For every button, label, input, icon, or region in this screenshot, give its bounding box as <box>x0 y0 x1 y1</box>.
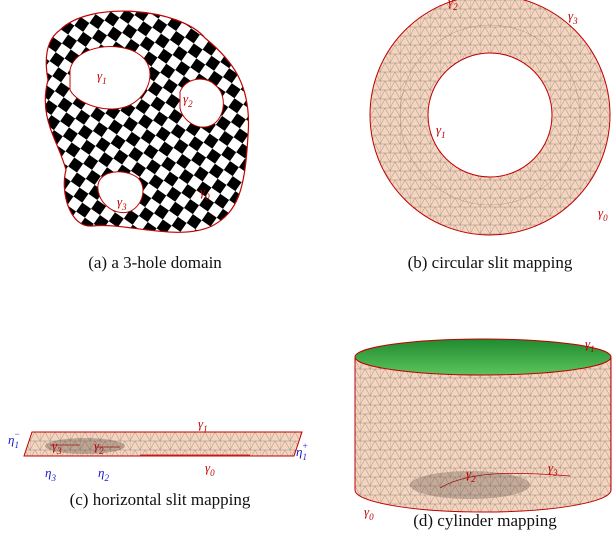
caption: (c) horizontal slit mapping <box>70 490 251 509</box>
label-subscript: 2 <box>104 473 109 483</box>
label-subscript: 1 <box>302 452 307 462</box>
panel-c-shape <box>24 432 302 456</box>
curve-label: γ0 <box>598 205 608 223</box>
label-subscript: 3 <box>56 446 62 456</box>
label-subscript: 1 <box>203 424 208 434</box>
label-subscript: 1 <box>102 76 107 86</box>
curve-label: γ1 <box>436 122 446 140</box>
label-superscript: − <box>14 429 20 439</box>
curve-label: η1− <box>8 429 20 450</box>
figure: (a) a 3-hole domainγ1γ2γ3γ0(b) circular … <box>0 0 615 543</box>
label-subscript: 3 <box>121 202 127 212</box>
label-subscript: 1 <box>14 440 19 450</box>
label-subscript: 1 <box>590 344 595 354</box>
label-subscript: 2 <box>471 474 476 484</box>
label-superscript: + <box>302 441 308 451</box>
curve-label: η2 <box>98 465 109 483</box>
curve-label: γ3 <box>568 8 578 26</box>
curve-label: η1+ <box>296 441 308 462</box>
curve-label: η3 <box>45 465 56 483</box>
panel-d-shape <box>355 339 611 512</box>
label-subscript: 1 <box>441 130 446 140</box>
label-subscript: 2 <box>188 99 193 109</box>
label-subscript: 3 <box>552 468 558 478</box>
label-subscript: 0 <box>210 468 215 478</box>
label-subscript: 2 <box>453 2 458 12</box>
caption: (d) cylinder mapping <box>413 511 557 530</box>
panel-b-shape <box>370 0 610 235</box>
label-subscript: 2 <box>99 446 104 456</box>
label-subscript: 3 <box>572 16 578 26</box>
label-subscript: 0 <box>205 192 210 202</box>
curve-label: γ1 <box>198 416 208 434</box>
label-subscript: 3 <box>50 473 56 483</box>
panel-a-shape <box>30 0 260 240</box>
caption: (a) a 3-hole domain <box>88 253 222 272</box>
label-subscript: 0 <box>603 213 608 223</box>
curve-label: γ0 <box>364 504 374 522</box>
curve-label: γ0 <box>205 460 215 478</box>
label-subscript: 0 <box>369 512 374 522</box>
caption: (b) circular slit mapping <box>408 253 573 272</box>
